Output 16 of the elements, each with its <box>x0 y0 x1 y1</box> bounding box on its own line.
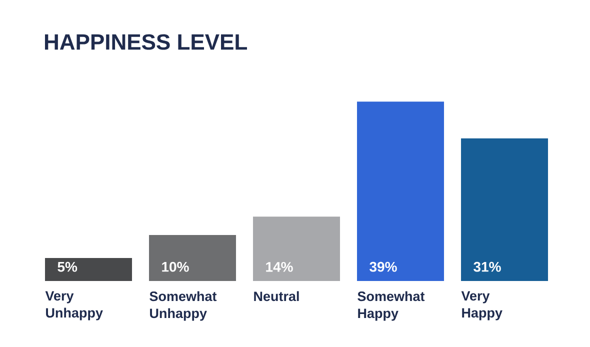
data-label: 10% <box>162 262 189 272</box>
x-tick-label: Somewhat Unhappy <box>150 291 217 321</box>
data-label: 39% <box>370 262 397 272</box>
x-tick-label: Somewhat Happy <box>358 291 425 321</box>
bar <box>149 235 236 281</box>
chart-title: HAPPINESS LEVEL <box>44 34 247 50</box>
bar <box>461 138 548 281</box>
data-label: 14% <box>266 262 293 272</box>
data-label: 31% <box>474 262 501 272</box>
data-label: 5% <box>58 262 78 272</box>
bar <box>45 258 132 281</box>
x-tick-label: Very Happy <box>461 291 502 320</box>
bar <box>253 216 340 281</box>
x-tick-label: Very Unhappy <box>45 291 103 320</box>
x-tick-label: Neutral <box>254 291 299 302</box>
bar <box>357 102 444 281</box>
